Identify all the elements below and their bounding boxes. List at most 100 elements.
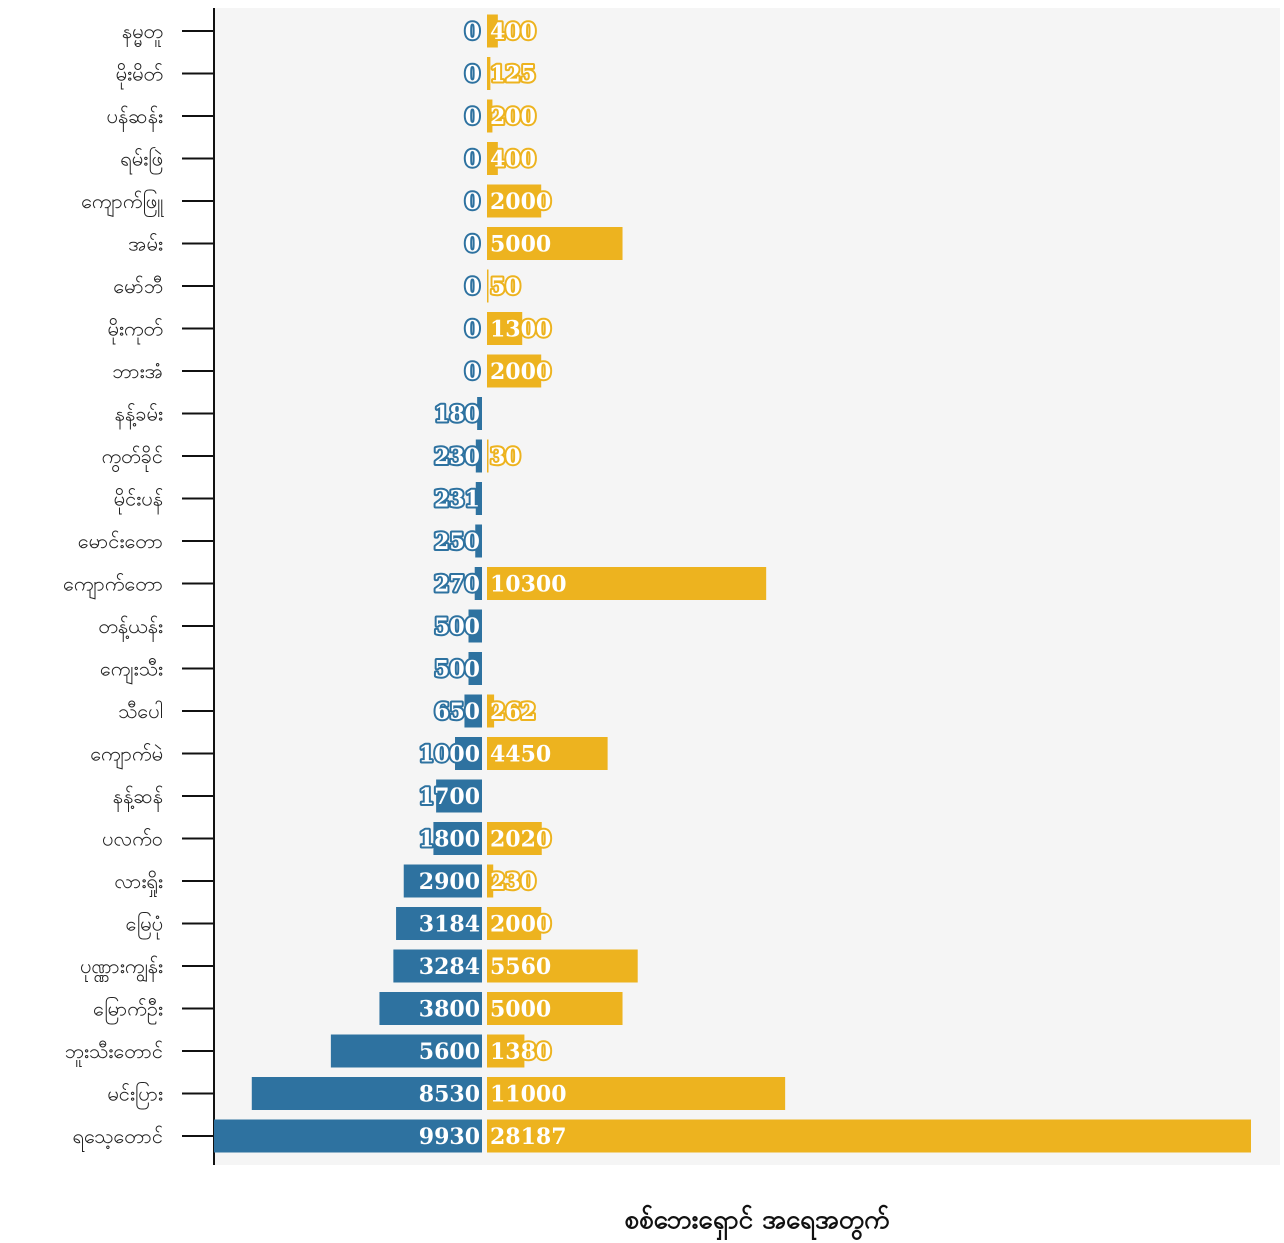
- bar-right: [487, 1077, 786, 1110]
- bar-right: [487, 949, 638, 983]
- bar-left: [330, 1034, 482, 1068]
- data-label-right: 400: [490, 147, 536, 173]
- y-tick-label: ကျောက်ဖြူ: [81, 189, 164, 217]
- bar-left: [214, 1119, 482, 1153]
- y-tick-label: ဘူးသီးတောင်: [65, 1039, 163, 1067]
- data-label-left: 3800: [419, 997, 480, 1023]
- y-tick-label: တန့်ယန်း: [98, 614, 163, 642]
- data-label-left: 230: [434, 444, 480, 470]
- bar-right: [487, 354, 542, 388]
- bar-left: [455, 737, 482, 770]
- data-label-left: 0: [465, 19, 480, 45]
- bar-right: [487, 864, 494, 898]
- data-label-left: 0: [465, 274, 480, 300]
- data-label-left: 500: [434, 614, 480, 640]
- bar-left: [468, 652, 482, 685]
- bar-right: [487, 822, 542, 855]
- data-label-left: 0: [465, 189, 480, 215]
- bar-left: [475, 439, 482, 473]
- y-tick-label: နမ္မတူ: [122, 19, 163, 47]
- data-label-left: 8530: [419, 1082, 480, 1108]
- bar-right: [487, 1119, 1251, 1153]
- data-label-right: 262: [490, 699, 536, 725]
- bar-right: [487, 227, 623, 260]
- y-tick-label: ကျေးသီး: [100, 657, 163, 685]
- y-tick-label: အမ်း: [128, 232, 163, 256]
- y-tick-label: မြောက်ဦး: [93, 997, 163, 1025]
- data-label-right: 2000: [490, 359, 551, 385]
- y-tick-label: မိုးမိတ်: [116, 62, 163, 90]
- bar-right: [487, 907, 542, 940]
- data-label-left: 1800: [419, 827, 480, 853]
- y-tick-label: လားရှိုး: [114, 869, 163, 897]
- data-label-right: 400: [490, 19, 536, 45]
- data-label-left: 0: [465, 317, 480, 343]
- data-label-left: 0: [465, 62, 480, 88]
- bar-left: [468, 609, 482, 643]
- bar-right: [487, 57, 491, 90]
- bar-right: [487, 1034, 525, 1068]
- bar-right: [487, 992, 623, 1025]
- data-label-left: 231: [434, 487, 480, 513]
- data-label-left: 270: [434, 572, 480, 598]
- data-label-left: 1000: [419, 742, 480, 768]
- bar-right: [487, 737, 608, 770]
- bar-left: [433, 822, 482, 855]
- labels-layer: နမ္မတူ 0 400 မိုးမိတ် 0 125 ပန်ဆန်း 0 200 ရမ်းဖြဲ…: [63, 17, 569, 1152]
- bar-right: [487, 312, 523, 345]
- data-label-left: 0: [465, 359, 480, 385]
- data-label-left: 1700: [419, 784, 480, 810]
- data-label-left: 0: [465, 147, 480, 173]
- data-label-right: 230: [490, 869, 536, 895]
- y-tick-label: မိုးကုတ်: [107, 317, 163, 345]
- y-tick-label: မောင်းတော: [78, 529, 163, 553]
- y-tick-label: ရသေ့တောင်: [72, 1124, 163, 1152]
- data-label-right: 200: [490, 104, 536, 130]
- bar-right: [487, 99, 493, 133]
- data-label-left: 3184: [419, 912, 480, 938]
- data-label-left: 0: [465, 232, 480, 258]
- y-tick-label: နန့်ခမ်း: [115, 402, 163, 430]
- bar-right: [487, 269, 489, 303]
- y-tick-label: နန့်ဆန်: [113, 784, 163, 812]
- data-label-right: 1300: [490, 317, 551, 343]
- data-label-right: 1380: [490, 1039, 551, 1065]
- bar-left: [464, 694, 482, 728]
- y-tick-label: ပန်ဆန်း: [106, 104, 163, 132]
- y-tick-label: ရမ်းဖြဲ: [120, 147, 163, 175]
- y-tick-label: မိုင်းပန်: [114, 487, 163, 515]
- bar-left: [393, 949, 482, 983]
- data-label-right: 4450: [490, 742, 551, 768]
- data-label-left: 9930: [419, 1124, 480, 1150]
- data-label-right: 5560: [490, 954, 551, 980]
- y-tick-label: မော်ဘီ: [113, 274, 163, 298]
- data-label-right: 2020: [490, 827, 551, 853]
- y-tick-label: ကျောက်မဲ: [90, 742, 163, 770]
- y-tick-label: ကွတ်ခိုင်: [102, 444, 163, 472]
- data-label-right: 11000: [490, 1082, 567, 1108]
- data-label-left: 500: [434, 657, 480, 683]
- data-label-left: 180: [434, 402, 480, 428]
- y-tick-label: မင်းပြား: [107, 1082, 163, 1110]
- y-tick-label: မြေပုံ: [126, 912, 163, 940]
- data-label-right: 2000: [490, 912, 551, 938]
- y-tick-label: ကျောက်တော: [63, 572, 163, 600]
- bar-left: [475, 482, 482, 515]
- bar-right: [487, 567, 767, 600]
- bar-left: [403, 864, 482, 898]
- bar-left: [251, 1077, 482, 1110]
- data-label-right: 5000: [490, 232, 551, 258]
- bar-left: [436, 779, 482, 813]
- bar-left: [379, 992, 482, 1025]
- data-label-left: 650: [434, 699, 480, 725]
- x-axis-title: စစ်ဘေးရှောင် အရေအတွက်: [624, 1204, 890, 1241]
- bar-right: [487, 184, 542, 218]
- bar-left: [477, 397, 482, 430]
- data-label-left: 5600: [419, 1039, 480, 1065]
- data-label-left: 3284: [419, 954, 480, 980]
- data-label-right: 10300: [490, 572, 567, 598]
- bar-right: [487, 14, 498, 48]
- bar-left: [475, 524, 482, 558]
- data-label-right: 30: [490, 444, 521, 470]
